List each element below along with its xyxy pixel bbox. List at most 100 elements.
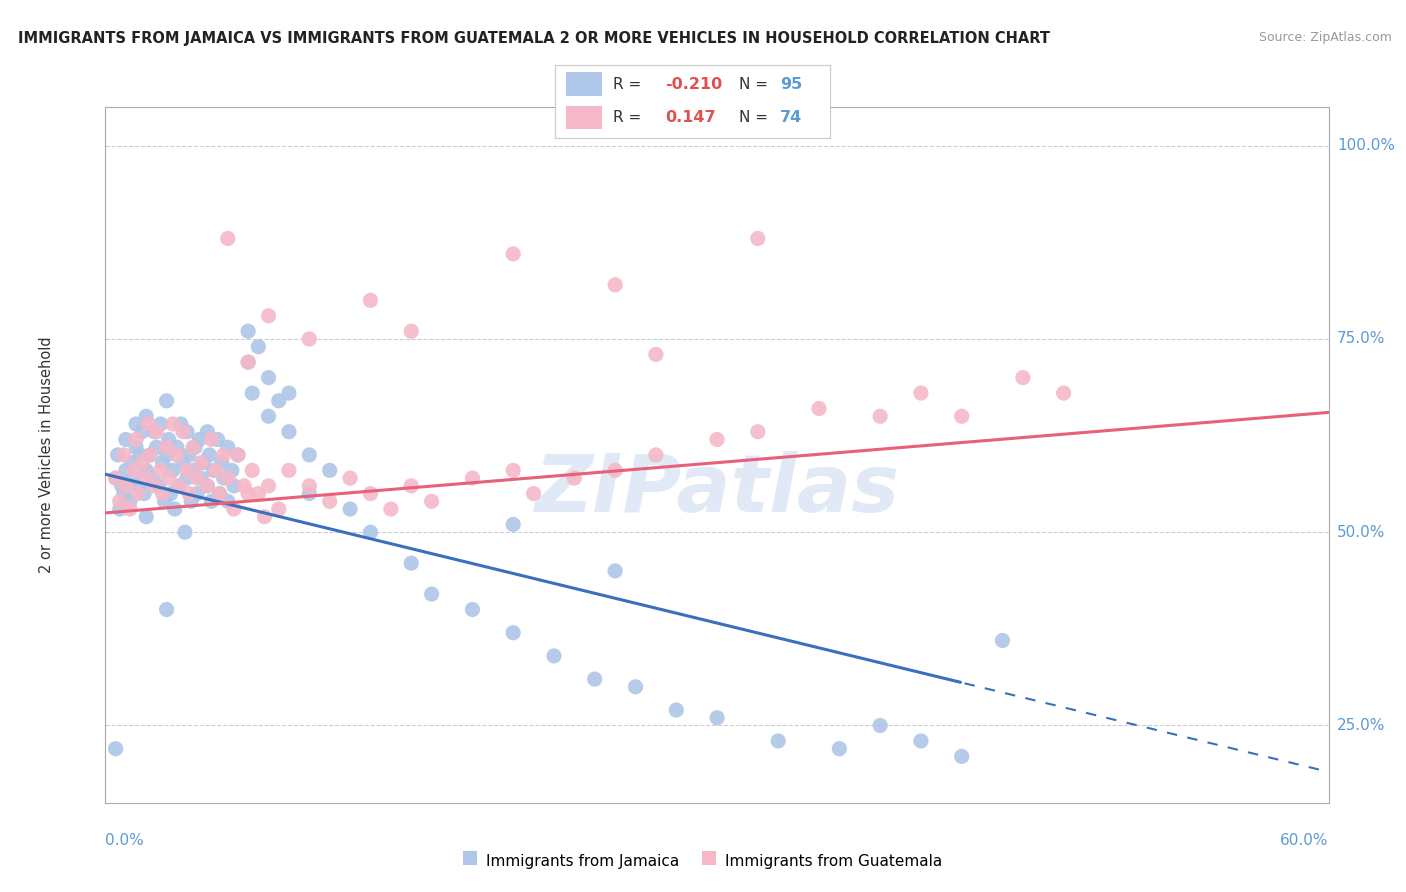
Point [177,486,200,500]
Point [190,471,212,485]
Point [257,370,280,384]
Point [226,448,249,462]
Point [200,494,222,508]
Point [298,448,321,462]
Point [624,680,647,694]
Point [112,448,135,462]
Point [267,393,290,408]
Point [869,409,891,424]
Point [247,486,270,500]
Point [181,463,204,477]
Point [115,433,138,447]
Bar [567,72,602,95]
Point [991,633,1014,648]
Text: 95: 95 [780,77,803,92]
Point [141,471,163,485]
Point [125,440,148,454]
Point [152,486,174,500]
Point [107,448,129,462]
Point [177,448,200,462]
Point [298,479,321,493]
Point [222,479,245,493]
Point [236,486,259,500]
Point [207,433,229,447]
Text: 74: 74 [780,111,803,125]
Point [339,502,361,516]
Point [318,494,342,508]
Text: ZIPatlas: ZIPatlas [534,450,900,529]
Text: -0.210: -0.210 [665,77,723,92]
Point [236,324,259,338]
Point [605,277,627,292]
Point [153,494,176,508]
Point [212,448,235,462]
Text: N =: N = [740,111,773,125]
Point [502,625,524,640]
Text: Source: ZipAtlas.com: Source: ZipAtlas.com [1258,31,1392,45]
Point [461,471,484,485]
Point [257,409,280,424]
Point [104,741,127,756]
Point [166,440,188,454]
Point [1052,386,1074,401]
Point [644,448,668,462]
Point [176,463,198,477]
Point [212,471,235,485]
Point [108,502,131,516]
Point [226,448,249,462]
Point [112,486,135,500]
Point [267,502,290,516]
Point [211,456,233,470]
Point [108,494,131,508]
Point [706,711,728,725]
Point [950,749,973,764]
Point [155,393,177,408]
Point [665,703,688,717]
Point [768,734,790,748]
Point [278,386,301,401]
Point [170,417,193,431]
Point [157,433,180,447]
Point [247,340,270,354]
Point [236,355,259,369]
Point [167,479,190,493]
Point [125,433,148,447]
Point [127,486,149,500]
Point [149,463,172,477]
Point [236,355,259,369]
Point [420,494,443,508]
Point [115,463,138,477]
Point [115,479,138,493]
Point [502,247,524,261]
Point [278,463,301,477]
Text: 2 or more Vehicles in Household: 2 or more Vehicles in Household [39,336,55,574]
Point [1012,370,1035,384]
Point [152,456,174,470]
Point [174,525,197,540]
Point [162,463,184,477]
Point [747,425,769,439]
Point [198,448,221,462]
Point [461,602,484,616]
Point [125,417,148,431]
Point [122,471,145,485]
Point [380,502,402,516]
Point [155,440,177,454]
Point [200,433,222,447]
Point [420,587,443,601]
Point [195,425,219,439]
Point [195,479,219,493]
Point [217,494,239,508]
Point [145,425,167,439]
Point [240,463,263,477]
Point [186,471,208,485]
Point [399,556,422,570]
Point [543,648,565,663]
Point [233,479,256,493]
Point [502,517,524,532]
Point [159,486,181,500]
Point [202,463,225,477]
Point [208,486,231,500]
Text: 60.0%: 60.0% [1281,833,1329,848]
Point [217,231,239,245]
